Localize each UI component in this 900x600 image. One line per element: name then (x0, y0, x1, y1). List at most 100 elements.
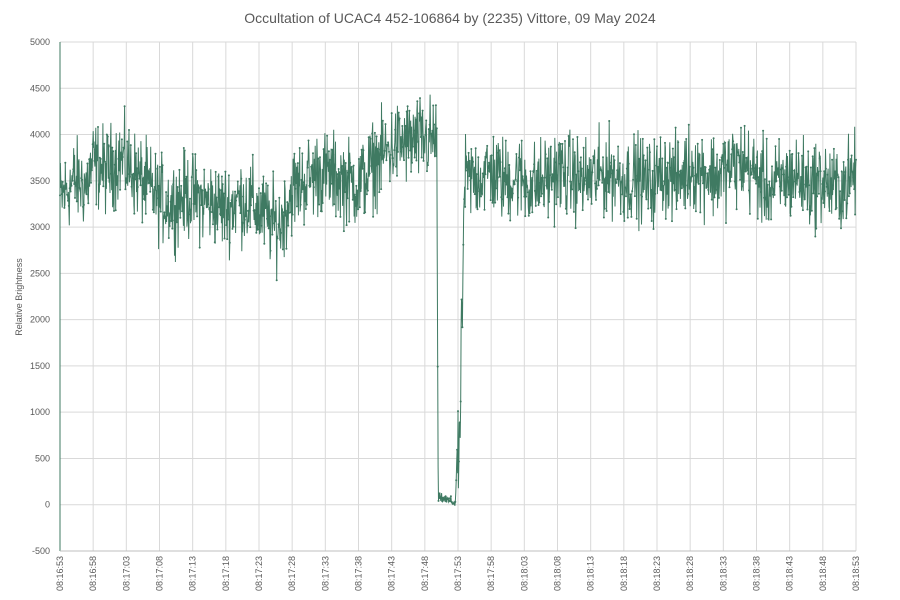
data-point (769, 194, 772, 197)
data-point (227, 218, 229, 221)
data-point (369, 137, 372, 140)
data-point (115, 184, 118, 186)
data-point (177, 191, 180, 194)
data-point (774, 145, 777, 148)
data-point (401, 125, 404, 127)
data-point (380, 188, 383, 191)
data-point (563, 172, 566, 175)
data-point (358, 206, 361, 209)
data-point (350, 165, 353, 168)
data-point (688, 165, 691, 168)
data-point (178, 168, 181, 171)
data-point (348, 220, 351, 223)
data-point (572, 210, 575, 213)
data-point (260, 224, 263, 227)
data-point (551, 173, 554, 176)
data-point (751, 164, 754, 167)
data-point (149, 190, 152, 193)
data-point (722, 142, 725, 145)
data-point (425, 119, 428, 122)
data-point (851, 171, 854, 173)
data-point (564, 140, 566, 142)
data-point (520, 139, 523, 142)
data-point (812, 192, 815, 195)
data-point (235, 195, 238, 198)
data-point (415, 159, 418, 162)
data-point (62, 190, 65, 193)
data-point (816, 195, 819, 198)
data-point (228, 241, 231, 244)
data-point (732, 151, 735, 154)
data-point (613, 159, 616, 162)
data-point (826, 173, 829, 176)
data-point (395, 165, 398, 168)
x-tick-label: 08:18:18 (619, 556, 629, 591)
data-point (680, 187, 683, 190)
y-tick-label: 0 (45, 500, 50, 510)
data-point (199, 185, 202, 188)
x-tick-label: 08:17:58 (486, 556, 496, 591)
data-point (713, 196, 716, 199)
data-point (692, 166, 695, 169)
data-point (790, 205, 793, 208)
x-tick-label: 08:17:03 (121, 556, 131, 591)
data-point (541, 177, 544, 179)
data-point (531, 211, 534, 214)
data-point (424, 133, 427, 136)
data-point (636, 174, 639, 177)
data-point (632, 178, 635, 181)
data-point (196, 215, 199, 218)
data-point (503, 171, 505, 174)
data-point (145, 193, 148, 195)
data-point (649, 206, 652, 209)
data-point (801, 209, 804, 212)
data-point (654, 192, 657, 195)
data-point (474, 147, 477, 150)
data-point (375, 135, 378, 138)
x-tick-label: 08:17:43 (387, 556, 397, 591)
data-point (579, 156, 582, 159)
data-point (598, 178, 601, 181)
data-point (611, 169, 614, 172)
data-point (622, 210, 625, 213)
data-point (619, 213, 622, 215)
data-point (495, 151, 498, 154)
data-point (817, 174, 819, 177)
data-point (138, 177, 141, 180)
data-point (397, 111, 400, 114)
data-point (318, 203, 321, 206)
data-point (564, 207, 567, 210)
data-point (179, 216, 182, 219)
data-point (627, 162, 630, 165)
data-point (799, 189, 802, 192)
data-point (378, 191, 381, 194)
y-tick-label: 1000 (30, 407, 50, 417)
data-point (100, 163, 103, 166)
data-point (234, 190, 237, 193)
data-point (255, 231, 258, 234)
data-point (725, 163, 728, 166)
data-point (537, 204, 540, 206)
data-point (416, 100, 419, 103)
data-point (174, 218, 177, 221)
data-point (65, 182, 68, 185)
data-point (267, 227, 270, 230)
data-point (246, 224, 249, 227)
data-point (236, 180, 239, 183)
data-point (465, 166, 468, 169)
data-point (562, 166, 565, 169)
data-point (185, 175, 188, 178)
data-point (166, 195, 169, 197)
data-point (602, 156, 604, 159)
data-point (755, 182, 758, 185)
data-point (217, 175, 220, 178)
data-point (403, 138, 406, 141)
data-point (844, 171, 847, 173)
data-point (463, 198, 466, 201)
data-point (162, 217, 165, 220)
data-point (279, 228, 282, 231)
data-point (595, 198, 597, 201)
data-point (426, 164, 429, 167)
data-point (135, 152, 138, 155)
data-point (428, 123, 431, 126)
